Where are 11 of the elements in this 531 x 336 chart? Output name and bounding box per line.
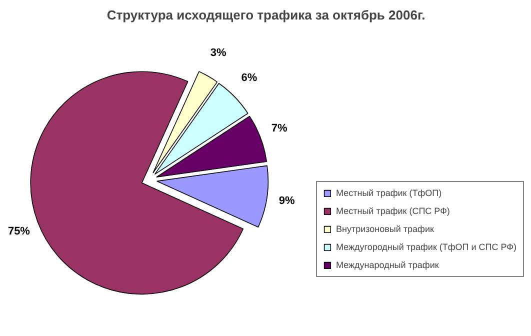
data-label: 7%: [271, 122, 288, 134]
data-label: 75%: [8, 226, 30, 238]
data-label: 9%: [278, 194, 295, 207]
data-label: 3%: [210, 46, 226, 59]
legend-label: Междугородный трафик (ТфОП и СПС РФ): [336, 242, 517, 252]
legend-label: Внутризоновый трафик: [336, 224, 434, 234]
legend-label: Местный трафик (ТфОП): [336, 188, 442, 198]
data-label: 6%: [241, 72, 258, 84]
chart-title: Структура исходящего трафика за октябрь 2006г.: [106, 8, 426, 22]
legend-label: Международный трафик: [336, 260, 439, 270]
legend-label: Местный трафик (СПС РФ): [336, 206, 450, 216]
